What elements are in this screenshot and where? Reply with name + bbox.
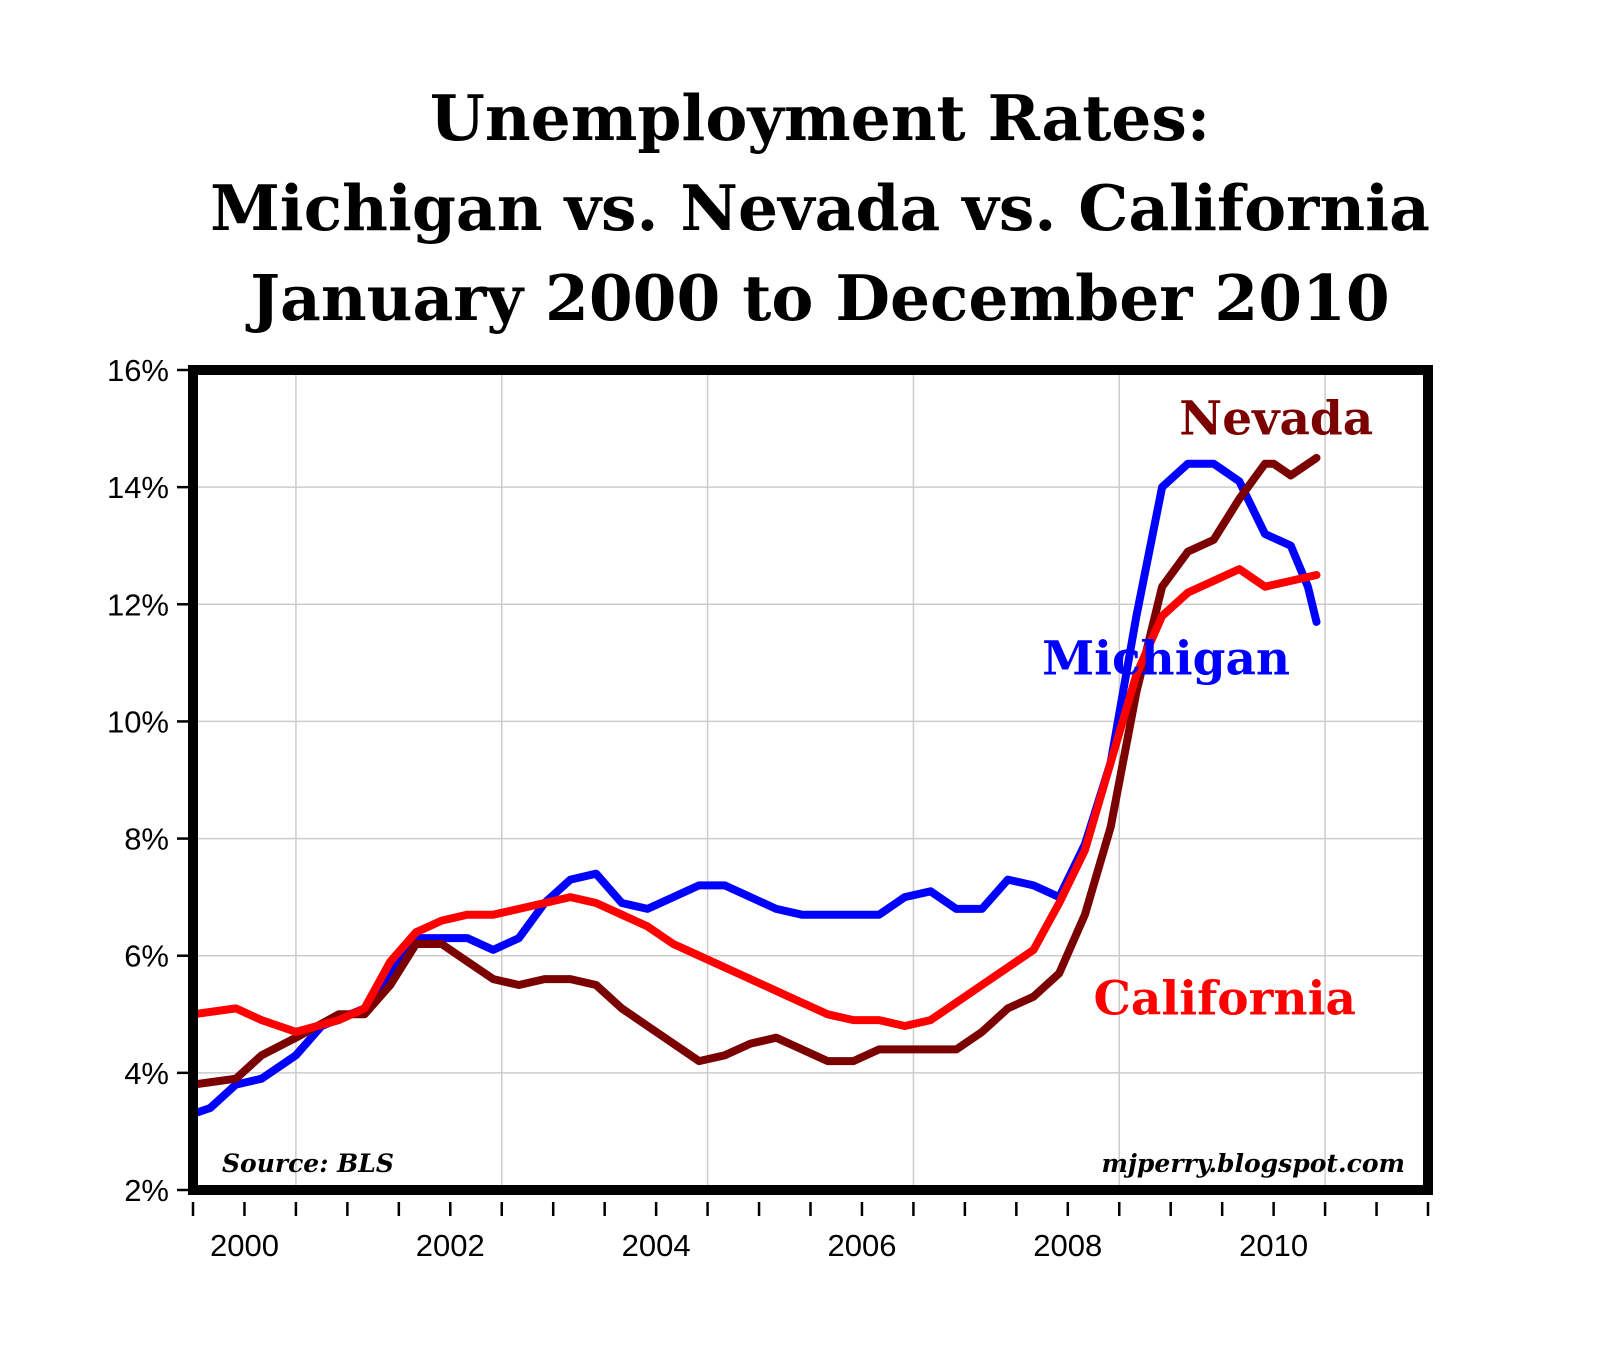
y-tick-label: 12% [107, 587, 169, 622]
watermark: mjperry.blogspot.com [1101, 1149, 1405, 1178]
y-tick-label: 8% [124, 822, 169, 857]
y-tick-label: 2% [124, 1173, 169, 1208]
series-label-nevada: Nevada [1179, 391, 1373, 446]
chart-title-line-2: Michigan vs. Nevada vs. California [210, 171, 1430, 245]
axes: 2% 4% 6% 8% 10% 12% 14% 16% 2000 2002 2004 2006 2008… [107, 353, 1430, 1263]
x-tick-label: 2004 [622, 1228, 691, 1263]
chart-title-line-3: January 2000 to December 2010 [245, 261, 1390, 335]
y-tick-label: 10% [107, 704, 169, 739]
series-line-california [189, 565, 1321, 1036]
series-label-michigan: Michigan [1042, 632, 1290, 687]
chart-title-line-1: Unemployment Rates: [430, 81, 1210, 155]
x-tick-label: 2006 [827, 1228, 896, 1263]
chart-title: Unemployment Rates: Michigan vs. Nevada … [210, 81, 1430, 335]
x-tick-label: 2008 [1033, 1228, 1102, 1263]
x-tick-label: 2002 [416, 1228, 485, 1263]
series-label-california: California [1094, 971, 1356, 1026]
series-line-michigan [189, 459, 1321, 1118]
series-line-nevada [189, 453, 1321, 1089]
series-lines [189, 453, 1321, 1118]
series-labels: Michigan Nevada California [1042, 391, 1373, 1026]
x-tick-label: 2010 [1239, 1228, 1308, 1263]
y-tick-label: 14% [107, 470, 169, 505]
y-tick-label: 16% [107, 353, 169, 388]
y-tick-label: 4% [124, 1056, 169, 1091]
x-tick-label: 2000 [210, 1228, 279, 1263]
plot-frame [188, 365, 1433, 1195]
source-note: Source: BLS [222, 1149, 394, 1178]
y-tick-label: 6% [124, 939, 169, 974]
